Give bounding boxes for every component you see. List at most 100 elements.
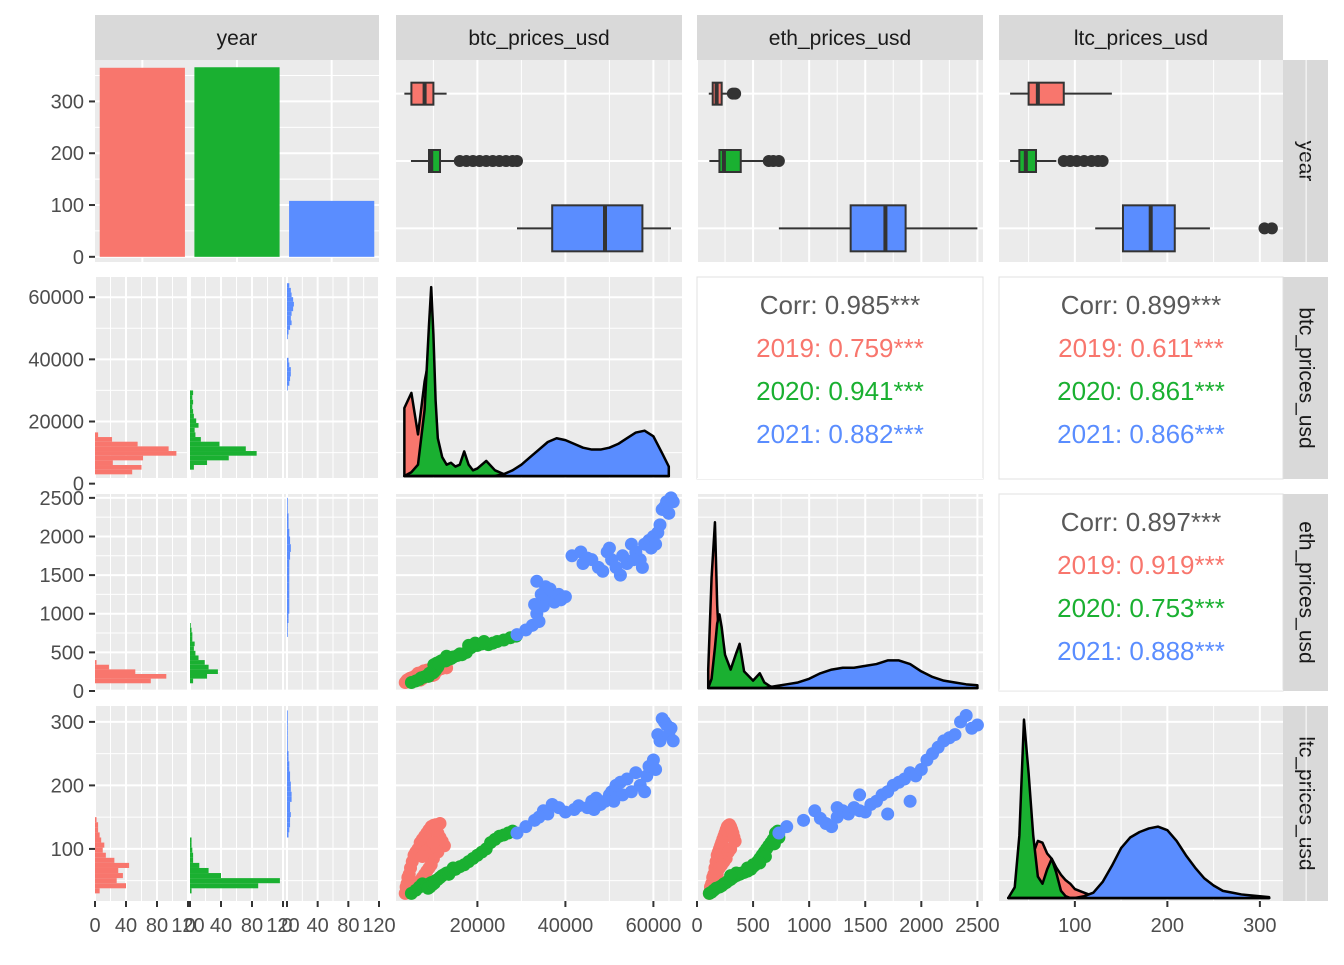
- histogram-bar-2020: [190, 842, 192, 848]
- histogram-bar-2021: [287, 598, 290, 607]
- scatter-point-2021: [797, 813, 811, 827]
- histogram-bar-2021: [287, 725, 288, 731]
- histogram-bar-2020: [190, 878, 280, 884]
- scatter-point-2021: [881, 807, 895, 821]
- y-tick-label: 300: [51, 712, 84, 734]
- histogram-bar-2020: [190, 427, 195, 433]
- histogram-bar-2021: [287, 371, 291, 377]
- scatter-point-2021: [629, 766, 643, 780]
- histogram-bar-2021: [287, 521, 289, 529]
- histogram-bar-2021: [287, 627, 288, 633]
- scatter-point-2020: [427, 876, 441, 890]
- x-tick-label: 200: [1151, 915, 1184, 937]
- scatter-point-2021: [903, 794, 917, 808]
- histogram-bar-2021: [287, 544, 291, 552]
- histogram-bar-2020: [190, 847, 193, 853]
- histogram-bar-2021: [287, 306, 294, 312]
- scatter-point-2021: [627, 553, 641, 567]
- x-tick-label: 80: [241, 915, 263, 937]
- histogram-bar-2020: [190, 446, 246, 452]
- corr-panel-bg: [696, 276, 984, 480]
- histogram-bar-2020: [190, 646, 194, 651]
- scatter-point-2021: [554, 593, 568, 607]
- histogram-bar-2020: [190, 674, 208, 679]
- scatter-point-2020: [724, 869, 738, 883]
- scatter-point-2021: [532, 810, 546, 824]
- x-tick-label: 60000: [626, 915, 682, 937]
- x-tick-label: 300: [1243, 915, 1276, 937]
- histogram-bar-2021: [287, 311, 292, 316]
- histogram-bar-2019: [95, 878, 117, 884]
- corr-group-2021: 2021: 0.888***: [1057, 636, 1225, 666]
- x-tick-label: 1500: [843, 915, 888, 937]
- histogram-bar-2019: [95, 867, 119, 874]
- histogram-bar-2021: [287, 832, 289, 838]
- corr-group-2019: 2019: 0.919***: [1057, 550, 1225, 580]
- scatter-point-2021: [948, 728, 962, 742]
- histogram-bar-2021: [287, 287, 291, 293]
- corr-overall: Corr: 0.985***: [760, 290, 920, 320]
- histogram-bar-2021: [287, 575, 290, 583]
- strip-top-label: ltc_prices_usd: [1074, 27, 1208, 50]
- histogram-bar-2020: [190, 423, 199, 428]
- scatter-point-2021: [580, 551, 594, 565]
- x-tick-label: 40: [115, 915, 137, 937]
- histogram-bar-2021: [287, 362, 290, 368]
- boxplot-box: [551, 204, 644, 253]
- histogram-bar-2021: [287, 822, 291, 828]
- histogram-bar-2020: [190, 852, 194, 858]
- histogram-bar-2021: [287, 590, 290, 599]
- histogram-bar-2021: [287, 315, 291, 321]
- y-tick-label: 2000: [40, 526, 85, 548]
- histogram-bar-2019: [95, 460, 113, 466]
- scatter-point-2021: [666, 734, 680, 748]
- histogram-bar-2019: [95, 888, 100, 894]
- scatter-point-2021: [970, 718, 984, 732]
- scatter-point-2021: [780, 820, 794, 834]
- scatter-point-2021: [664, 721, 678, 735]
- histogram-bar-2021: [287, 567, 290, 576]
- histogram-bar-2019: [95, 446, 169, 452]
- histogram-bar-2021: [287, 801, 291, 807]
- histogram-bar-2021: [287, 582, 290, 591]
- histogram-bar-2020: [190, 409, 194, 414]
- strip-top-bg: [999, 15, 1283, 60]
- scatter-point-2021: [649, 763, 663, 777]
- histogram-bar-2021: [287, 806, 291, 813]
- histogram-bar-2019: [95, 451, 177, 456]
- histogram-bar-2020: [190, 404, 193, 410]
- x-tick-label: 0: [281, 915, 292, 937]
- histogram-bar-2021: [287, 776, 291, 782]
- strip-right-label: btc_prices_usd: [1294, 307, 1317, 448]
- histogram-bar-2020: [190, 862, 200, 868]
- scatter-point-2021: [532, 614, 546, 628]
- histogram-bar-2020: [190, 390, 194, 396]
- histogram-bar-2021: [287, 623, 288, 628]
- scatter-point-2021: [825, 820, 839, 834]
- histogram-bar-2020: [190, 460, 208, 466]
- histogram-bar-2019: [95, 862, 130, 868]
- y-tick-label: 1000: [40, 604, 85, 626]
- y-tick-label: 200: [51, 775, 84, 797]
- histogram-bar-2020: [190, 627, 192, 633]
- x-tick-label: 20000: [450, 915, 506, 937]
- scatter-point-2020: [477, 635, 491, 649]
- boxplot-box: [1027, 81, 1065, 106]
- x-tick-label: 80: [146, 915, 168, 937]
- scatter-point-2019: [415, 850, 429, 864]
- histogram-bar-2020: [190, 650, 196, 656]
- boxplot-box: [849, 204, 907, 253]
- panel-bg: [697, 494, 983, 691]
- x-tick-label: 120: [266, 915, 299, 937]
- histogram-bar-2021: [287, 385, 288, 391]
- histogram-bar-2021: [287, 817, 291, 823]
- histogram-bar-2020: [190, 636, 193, 642]
- histogram-bar-2021: [287, 497, 288, 506]
- histogram-bar-2021: [287, 720, 288, 726]
- histogram-bar-2019: [95, 441, 138, 447]
- y-tick-label: 0: [73, 247, 84, 269]
- histogram-bar-2020: [190, 465, 194, 470]
- histogram-bar-2021: [287, 715, 288, 721]
- corr-group-2021: 2021: 0.882***: [756, 419, 924, 449]
